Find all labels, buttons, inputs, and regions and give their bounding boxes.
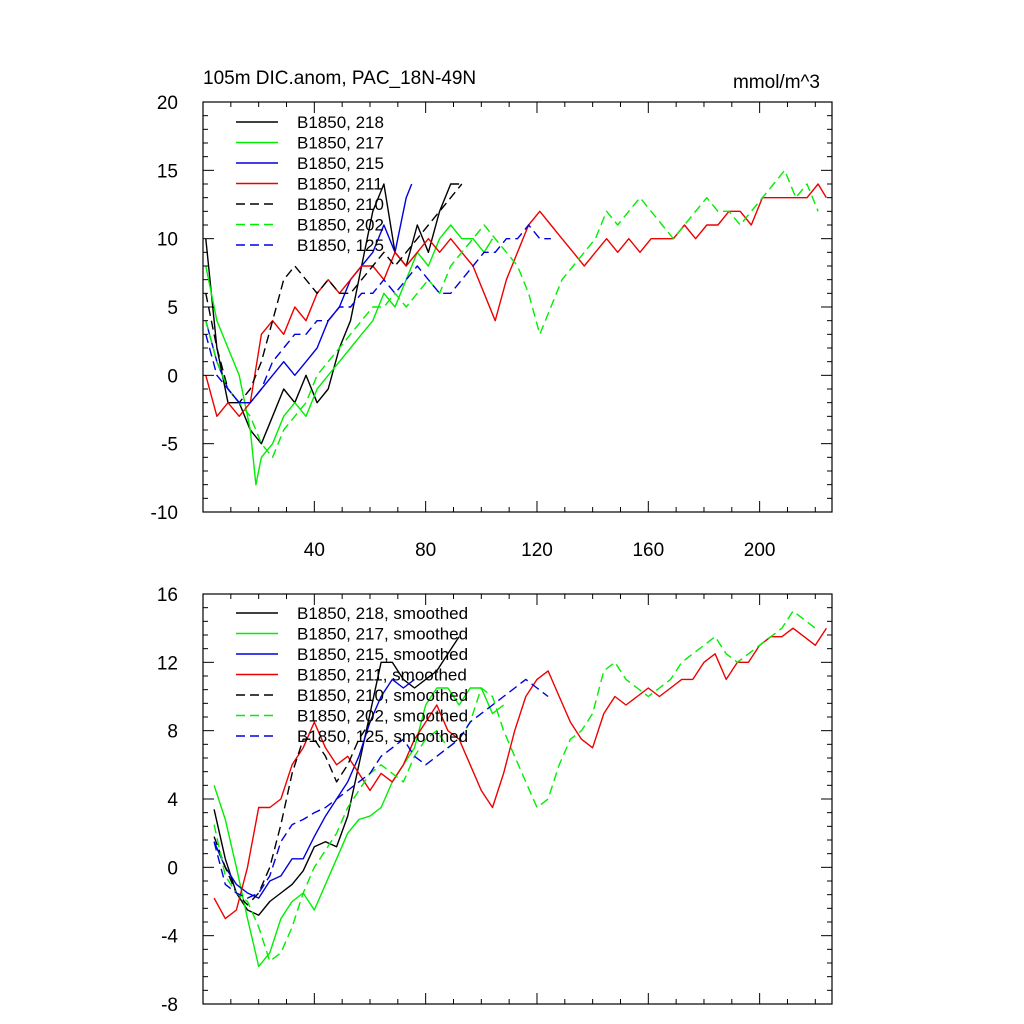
y-tick-label: -4: [161, 927, 178, 948]
legend-label: B1850, 125: [297, 236, 384, 255]
y-tick-label: 0: [167, 858, 178, 879]
x-tick-label: 200: [744, 540, 776, 561]
y-tick-label: 20: [157, 93, 178, 114]
series-line-2: [213, 678, 415, 899]
top-panel-title: 105m DIC.anom, PAC_18N-49N: [203, 68, 476, 89]
x-tick-label: 40: [304, 540, 325, 561]
legend-label: B1850, 217, smoothed: [297, 625, 468, 644]
y-tick-label: 8: [167, 722, 178, 743]
y-tick-label: 4: [167, 790, 178, 811]
bottom-ticks: -8 -4 0 4 8 12 16: [157, 585, 832, 1016]
top-panel: 105m DIC.anom, PAC_18N-49N mmol/m^3 -10-…: [151, 68, 833, 561]
legend-label: B1850, 202: [297, 216, 384, 235]
y-tick-label: -8: [161, 995, 178, 1016]
legend-label: B1850, 217: [297, 134, 384, 153]
series-line-0: [213, 636, 460, 916]
series-line-1: [213, 687, 505, 968]
y-tick-label: 15: [157, 161, 178, 182]
series-line-3: [213, 627, 827, 920]
bottom-legend: B1850, 218, smoothed B1850, 217, smoothed…: [236, 604, 468, 746]
legend-label: B1850, 202, smoothed: [297, 707, 468, 726]
series-line-4: [205, 183, 463, 404]
x-tick-label: 160: [632, 540, 664, 561]
legend-label: B1850, 125, smoothed: [297, 727, 468, 746]
y-tick-label: 5: [167, 298, 178, 319]
series-line-1: [205, 224, 494, 486]
x-tick-label: 120: [521, 540, 553, 561]
series-line-4: [213, 721, 371, 906]
bottom-series: [213, 610, 827, 968]
y-tick-label: 10: [157, 230, 178, 251]
series-line-5: [205, 169, 819, 458]
series-line-5: [213, 610, 816, 962]
top-ticks: -10 -5 0 5 10 15 20 40 80 120 160 200: [151, 93, 832, 561]
y-tick-label: -10: [151, 503, 178, 524]
x-tick-label: 80: [415, 540, 436, 561]
legend-label: B1850, 210, smoothed: [297, 686, 468, 705]
y-tick-label: 0: [167, 366, 178, 387]
legend-label: B1850, 211: [297, 175, 383, 194]
y-tick-label: 16: [157, 585, 178, 606]
legend-label: B1850, 210: [297, 195, 384, 214]
series-line-2: [205, 183, 413, 404]
y-tick-label: -5: [161, 435, 178, 456]
series-line-6: [213, 678, 549, 899]
y-tick-label: 12: [157, 653, 178, 674]
series-line-3: [205, 183, 827, 417]
legend-label: B1850, 215, smoothed: [297, 645, 468, 664]
legend-label: B1850, 211, smoothed: [297, 666, 467, 685]
legend-label: B1850, 215: [297, 154, 384, 173]
legend-label: B1850, 218, smoothed: [297, 604, 468, 623]
legend-label: B1850, 218: [297, 113, 384, 132]
top-panel-units: mmol/m^3: [733, 72, 820, 93]
top-series: [205, 169, 827, 486]
